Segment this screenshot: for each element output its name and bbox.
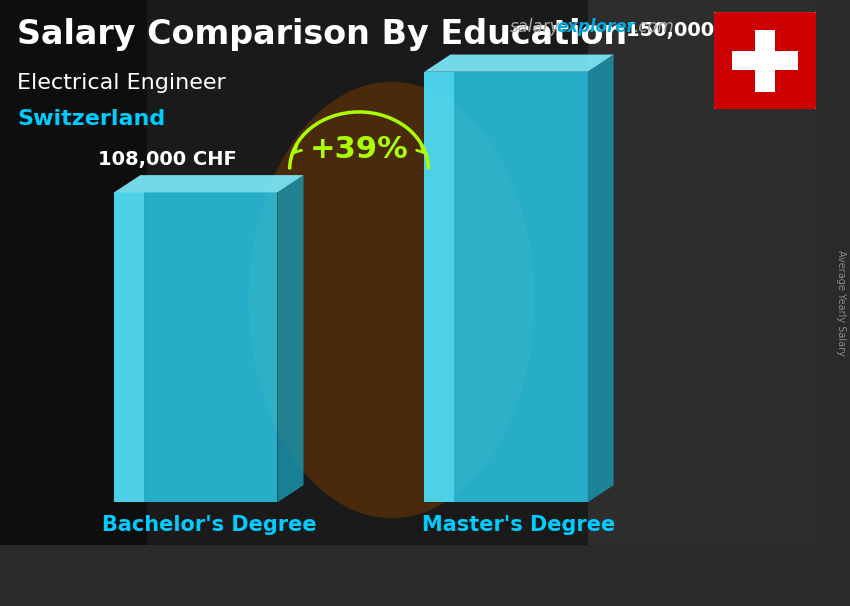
Polygon shape [587, 55, 614, 502]
Bar [587, 0, 816, 545]
Text: explorer: explorer [557, 18, 636, 36]
Text: 108,000 CHF: 108,000 CHF [98, 150, 236, 169]
Bar [114, 192, 144, 502]
Polygon shape [277, 175, 303, 502]
Text: .com: .com [633, 18, 674, 36]
Text: Bachelor's Degree: Bachelor's Degree [102, 515, 316, 535]
Text: 150,000 CHF: 150,000 CHF [626, 21, 765, 40]
Bar [424, 72, 587, 502]
Bar [0, 0, 147, 545]
Bar [424, 72, 454, 502]
Bar [733, 51, 797, 70]
Text: salary: salary [510, 18, 560, 36]
Bar [0, 0, 816, 545]
Bar [755, 30, 775, 92]
Polygon shape [114, 175, 303, 192]
Text: Master's Degree: Master's Degree [422, 515, 615, 535]
FancyBboxPatch shape [713, 11, 817, 110]
Text: +39%: +39% [309, 135, 408, 164]
Text: Electrical Engineer: Electrical Engineer [17, 73, 226, 93]
Text: Average Yearly Salary: Average Yearly Salary [836, 250, 846, 356]
Bar [114, 192, 277, 502]
Text: Salary Comparison By Education: Salary Comparison By Education [17, 18, 627, 51]
Ellipse shape [249, 82, 535, 518]
Text: Switzerland: Switzerland [17, 109, 165, 129]
Polygon shape [424, 55, 614, 72]
